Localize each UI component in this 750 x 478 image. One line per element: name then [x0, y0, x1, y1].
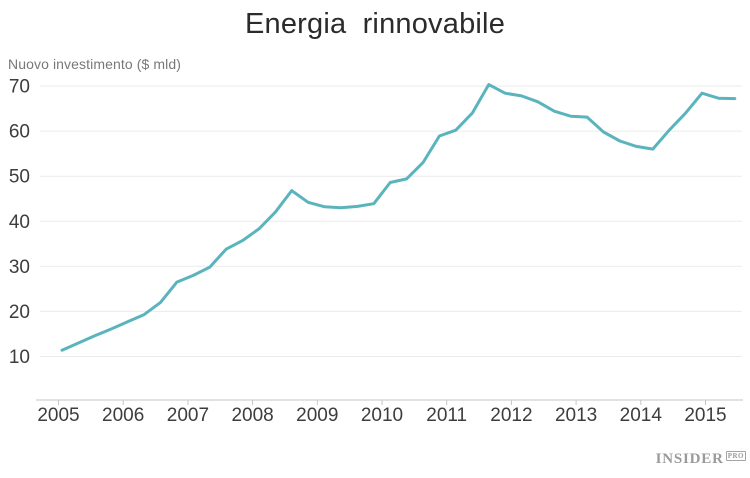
logo-text: INSIDER [655, 451, 724, 467]
x-axis-tick-label-2012: 2012 [490, 405, 532, 426]
logo-pro-badge: PRO [725, 451, 746, 461]
x-axis-tick-label-2009: 2009 [296, 405, 338, 426]
y-axis-title: Nuovo investimento ($ mld) [8, 56, 181, 72]
insiderpro-logo: INSIDER PRO [656, 451, 746, 468]
y-axis-tick-label-30: 30 [9, 257, 30, 278]
x-axis-tick-label-2010: 2010 [361, 405, 403, 426]
x-axis-tick-label-2006: 2006 [102, 405, 144, 426]
y-axis-tick-label-60: 60 [9, 122, 30, 143]
x-axis-tick-label-2007: 2007 [167, 405, 209, 426]
y-axis-tick-label-70: 70 [9, 77, 30, 98]
x-axis-tick-label-2014: 2014 [620, 405, 663, 426]
chart-title: Energia rinnovabile [244, 8, 506, 40]
x-axis-tick-label-2011: 2011 [426, 405, 467, 426]
x-axis-tick-label-2005: 2005 [37, 405, 79, 426]
data-line-nuovo-investimento [60, 83, 737, 352]
y-axis-tick-label-20: 20 [9, 302, 30, 323]
x-axis-tick-label-2013: 2013 [555, 405, 597, 426]
y-axis-tick-label-10: 10 [9, 347, 30, 368]
x-axis-tick-label-2008: 2008 [231, 405, 273, 426]
y-axis-tick-label-50: 50 [9, 167, 30, 188]
y-axis-tick-label-40: 40 [9, 212, 30, 233]
x-axis-tick-label-2015: 2015 [684, 405, 726, 426]
